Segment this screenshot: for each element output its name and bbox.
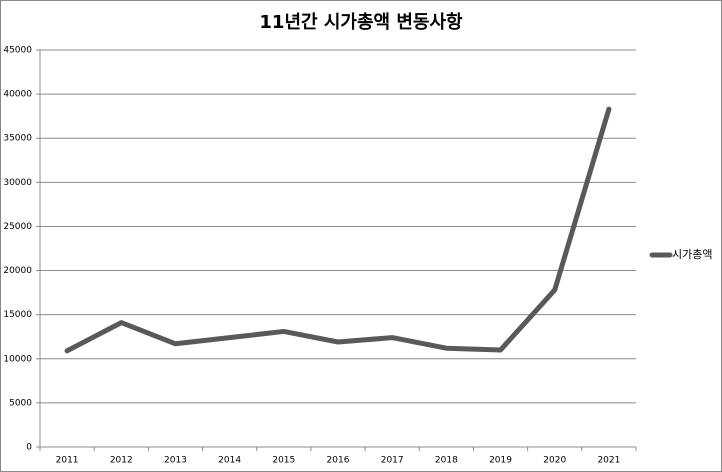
y-tick-label: 10000 [3,354,32,364]
y-tick-label: 5000 [9,398,32,408]
x-tick-label: 2017 [381,456,404,466]
x-tick-label: 2012 [110,456,133,466]
x-tick-label: 2014 [218,456,241,466]
x-tick-label: 2021 [597,456,620,466]
y-tick-label: 30000 [3,178,32,188]
y-tick-label: 20000 [3,266,32,276]
y-tick-label: 0 [26,443,32,453]
y-tick-label: 15000 [3,310,32,320]
x-tick-label: 2011 [56,456,79,466]
x-tick-label: 2016 [327,456,350,466]
line [64,106,612,354]
y-tick-label: 40000 [3,90,32,100]
y-tick-label: 45000 [3,46,32,56]
x-tick-label: 2013 [164,456,187,466]
y-tick-label: 25000 [3,222,32,232]
x-tick-label: 2020 [543,456,566,466]
x-tick-label: 2018 [435,456,458,466]
legend-label: 시가총액 [672,248,712,261]
y-tick-label: 35000 [3,134,32,144]
x-tick-label: 2019 [489,456,512,466]
x-tick-label: 2015 [272,456,295,466]
chart-title: 11년간 시가총액 변동사항 [259,12,463,33]
